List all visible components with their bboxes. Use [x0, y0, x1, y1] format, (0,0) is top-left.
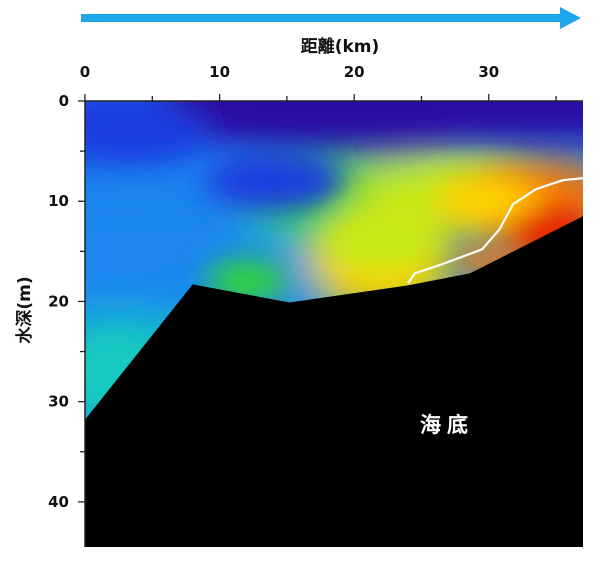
x-tick-label: 20 — [344, 63, 365, 81]
y-tick-label: 10 — [48, 192, 69, 210]
y-tick-label: 30 — [48, 393, 69, 411]
x-tick-label: 0 — [80, 63, 90, 81]
x-tick-label: 10 — [209, 63, 230, 81]
seabed-label: 海底 — [420, 413, 474, 437]
contour-line — [407, 177, 584, 285]
y-tick-label: 40 — [48, 493, 69, 511]
mid-band — [326, 211, 437, 272]
heatmap-field — [85, 101, 583, 547]
mid-band — [433, 179, 544, 224]
x-tick-label: 30 — [478, 63, 499, 81]
y-axis-title: 水深(m) — [14, 276, 35, 343]
mid-band — [85, 106, 209, 157]
surface-band — [165, 101, 583, 142]
direction-arrow — [81, 7, 581, 29]
axes: 0 10 20 30 0 10 20 30 40 — [48, 63, 583, 547]
y-tick-label: 20 — [48, 292, 69, 310]
seabed — [85, 216, 583, 547]
y-tick-label: 0 — [59, 92, 69, 110]
mid-band — [203, 151, 344, 212]
x-axis-title: 距離(km) — [301, 36, 380, 57]
